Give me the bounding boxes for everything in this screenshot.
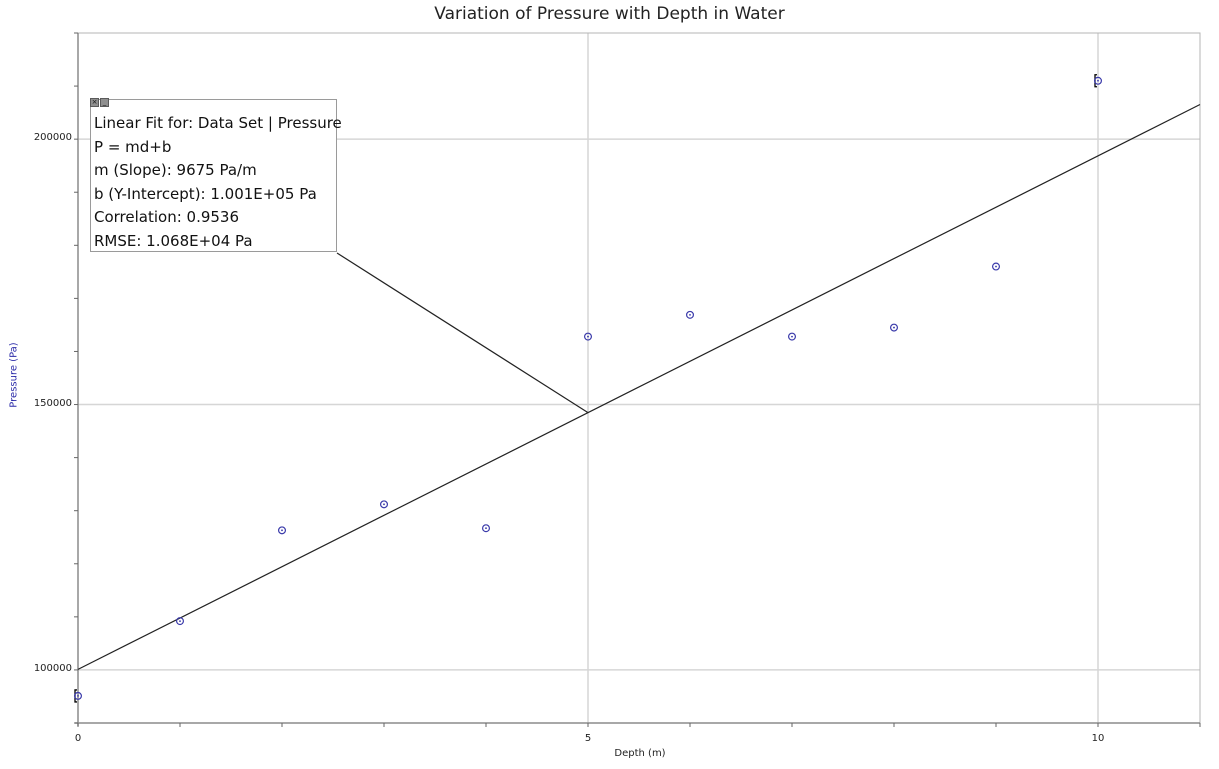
x-tick-label: 5 (584, 733, 592, 744)
y-axis-label-text: Pressure (Pa) (8, 342, 20, 408)
data-point[interactable] (482, 524, 491, 533)
data-point[interactable] (73, 689, 82, 703)
data-point[interactable] (278, 526, 287, 535)
data-point[interactable] (176, 617, 185, 626)
annotation-text: Linear Fit for: Data Set | Pressure P = … (94, 112, 342, 253)
data-point[interactable] (380, 500, 389, 509)
fit-equation: P = md+b (94, 137, 172, 156)
fit-correlation: Correlation: 0.9536 (94, 208, 240, 226)
data-points[interactable] (73, 74, 1102, 703)
x-tick-label: 0 (74, 733, 82, 744)
x-axis-label: Depth (m) (614, 748, 666, 759)
fit-intercept: b (Y-Intercept): 1.001E+05 Pa (94, 184, 317, 203)
annotation-controls: × _ (90, 98, 109, 107)
annotation-leader-line (336, 252, 589, 414)
data-point[interactable] (787, 332, 796, 341)
close-icon[interactable]: × (90, 98, 99, 107)
data-point[interactable] (1093, 74, 1102, 88)
data-point[interactable] (583, 332, 592, 341)
y-tick-label: 200000 (33, 132, 72, 144)
x-tick-label: 10 (1091, 733, 1105, 744)
fit-rmse: RMSE: 1.068E+04 Pa (94, 231, 253, 250)
data-point[interactable] (889, 323, 898, 332)
chart-title: Variation of Pressure with Depth in Wate… (434, 4, 785, 24)
minimize-icon[interactable]: _ (100, 98, 109, 107)
data-point[interactable] (991, 262, 1000, 271)
fit-line[interactable] (77, 103, 1201, 670)
data-point[interactable] (685, 310, 694, 319)
linear-fit-annotation-box[interactable]: × _ Linear Fit for: Data Set | Pressure … (90, 98, 342, 252)
y-axis-label: Pressure (Pa) (2, 330, 26, 420)
grid-lines (78, 33, 1200, 723)
y-tick-label: 100000 (33, 662, 72, 674)
fit-title: Linear Fit for: Data Set | Pressure (94, 114, 342, 132)
fit-slope: m (Slope): 9675 Pa/m (94, 161, 257, 179)
y-tick-label: 150000 (33, 397, 72, 409)
axes (74, 32, 1201, 727)
